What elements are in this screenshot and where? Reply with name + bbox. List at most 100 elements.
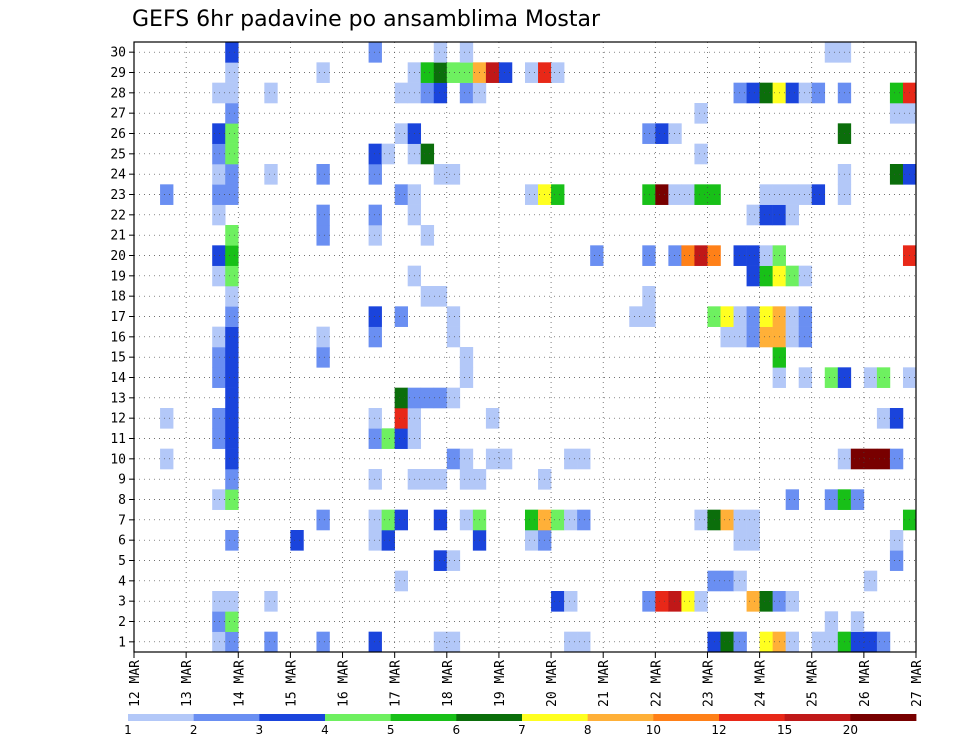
x-tick-label: 25 MAR [806, 660, 821, 707]
heatmap-cell [485, 408, 500, 429]
heatmap-cell [394, 306, 408, 327]
heatmap-cell [642, 286, 656, 307]
heatmap-cell [498, 448, 513, 470]
heatmap-cell [746, 530, 760, 551]
y-tick-label: 20 [110, 249, 126, 264]
x-tick-label: 18 MAR [441, 660, 456, 707]
heatmap-cell [433, 509, 448, 531]
heatmap-cell [446, 631, 461, 653]
y-tick-label: 25 [110, 147, 126, 162]
heatmap-cell [889, 82, 904, 104]
heatmap-cell [824, 631, 839, 653]
heatmap-cell [368, 204, 382, 226]
heatmap-cell [759, 245, 773, 266]
heatmap-cell [642, 123, 656, 144]
heatmap-cell [316, 62, 330, 83]
heatmap-cell [785, 265, 799, 287]
heatmap-cell [368, 326, 382, 348]
heatmap-cell [316, 164, 330, 185]
heatmap-cell [212, 184, 226, 205]
heatmap-cell [225, 306, 239, 327]
heatmap-cell [785, 306, 799, 327]
heatmap-cell [459, 62, 474, 83]
heatmap-cell [746, 82, 760, 104]
heatmap-cell [459, 509, 474, 531]
heatmap-cell [446, 306, 461, 327]
y-tick-label: 22 [110, 208, 126, 223]
heatmap-cell [498, 62, 513, 83]
heatmap-cell [824, 489, 839, 510]
heatmap-cell [459, 82, 474, 104]
heatmap-cell [212, 204, 226, 226]
heatmap-cell [225, 530, 239, 551]
heatmap-cell [225, 265, 239, 287]
y-tick-label: 14 [110, 371, 126, 386]
heatmap-cell [798, 265, 813, 287]
heatmap-cell [577, 631, 591, 653]
heatmap-cell [446, 62, 461, 83]
heatmap-cell [577, 448, 591, 470]
x-tick-label: 24 MAR [754, 660, 769, 707]
y-tick-label: 2 [118, 615, 126, 630]
legend-swatch [719, 714, 786, 721]
heatmap-cell [459, 347, 474, 368]
y-tick-label: 24 [110, 168, 126, 183]
legend-label: 2 [190, 723, 198, 737]
heatmap-cell [394, 509, 408, 531]
heatmap-cell [225, 62, 239, 83]
heatmap-cell [759, 631, 773, 653]
legend-label: 20 [843, 723, 858, 737]
heatmap-cell [642, 245, 656, 266]
heatmap-cell [863, 448, 878, 470]
heatmap-cell [212, 143, 226, 165]
y-tick-label: 13 [110, 391, 126, 406]
heatmap-cell [225, 631, 239, 653]
heatmap-cell [264, 82, 278, 104]
heatmap-cell [225, 82, 239, 104]
heatmap-cell [642, 184, 656, 205]
heatmap-cell [720, 306, 734, 327]
heatmap-cell [694, 245, 708, 266]
heatmap-cell [746, 265, 760, 287]
heatmap-cell [785, 326, 799, 348]
x-tick-label: 27 MAR [910, 660, 925, 707]
heatmap-cell [368, 631, 382, 653]
y-tick-label: 11 [110, 432, 126, 447]
y-tick-label: 27 [110, 107, 126, 122]
heatmap-cell [264, 164, 278, 185]
heatmap-cell [863, 367, 878, 388]
heatmap-cell [850, 448, 865, 470]
y-tick-label: 19 [110, 269, 126, 284]
heatmap-cell [720, 631, 734, 653]
heatmap-cell [785, 82, 799, 104]
legend-label: 6 [453, 723, 461, 737]
heatmap-cell [733, 306, 747, 327]
y-tick-label: 3 [118, 595, 126, 610]
heatmap-cell [394, 428, 408, 449]
legend-swatch [653, 714, 720, 721]
x-tick-label: 26 MAR [858, 660, 873, 707]
chart-grid [134, 42, 916, 652]
legend-swatch [850, 714, 917, 721]
heatmap-cell [160, 448, 174, 470]
heatmap-cell [225, 245, 239, 266]
heatmap-cell [225, 611, 239, 632]
heatmap-cell [564, 631, 578, 653]
heatmap-cell [798, 367, 813, 388]
legend-label: 1 [124, 723, 132, 737]
heatmap-cell [420, 82, 435, 104]
heatmap-cell [368, 164, 382, 185]
heatmap-cell [785, 204, 799, 226]
heatmap-cell [420, 469, 435, 490]
heatmap-cell [850, 489, 865, 510]
heatmap-cell [733, 530, 747, 551]
heatmap-cell [433, 387, 448, 409]
legend-swatch [587, 714, 654, 721]
legend-swatch [522, 714, 589, 721]
heatmap-cell [668, 591, 682, 612]
x-tick-label: 13 MAR [180, 660, 195, 707]
heatmap-cell [733, 326, 747, 348]
heatmap-cell [746, 509, 760, 531]
legend-label: 8 [584, 723, 592, 737]
heatmap-cell [733, 509, 747, 531]
